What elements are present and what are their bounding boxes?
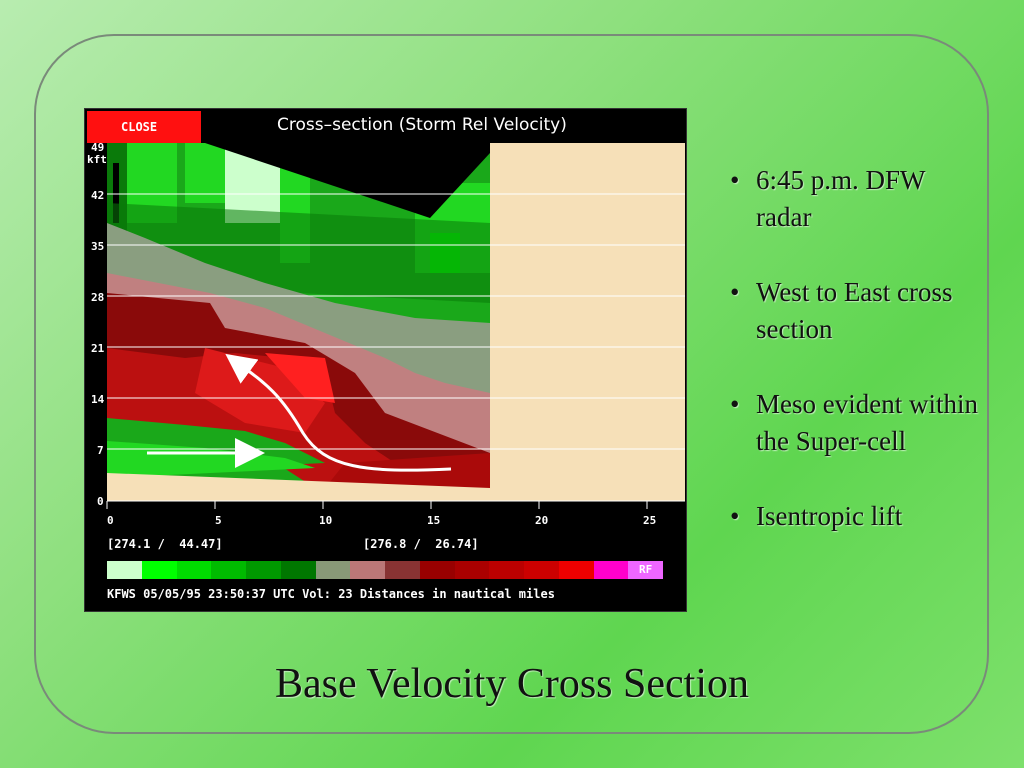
y-tick-21: 21 — [91, 342, 105, 355]
cross-section-plot: 49 kft 42 35 28 21 14 7 0 0 5 10 15 — [85, 143, 686, 559]
legend-swatch — [176, 561, 212, 579]
legend-swatch — [141, 561, 177, 579]
y-tick-42: 42 — [91, 189, 104, 202]
slide-title: Base Velocity Cross Section — [274, 661, 750, 707]
x-tick-20: 20 — [535, 514, 548, 527]
legend-swatch — [454, 561, 490, 579]
status-line: KFWS 05/05/95 23:50:37 UTC Vol: 23 Dista… — [107, 587, 555, 601]
legend-swatch — [211, 561, 246, 579]
bullet-item: West to East cross section — [730, 274, 980, 348]
legend-swatch — [489, 561, 524, 579]
isentropic-lift-arrow — [225, 353, 452, 472]
y-tick-7: 7 — [97, 444, 104, 457]
legend-swatch — [419, 561, 455, 579]
y-axis-unit: kft — [87, 153, 107, 166]
endpoint-right-coords: [276.8 / 26.74] — [363, 537, 479, 551]
legend-swatch — [558, 561, 594, 579]
x-tick-25: 25 — [643, 514, 656, 527]
legend-swatch — [280, 561, 316, 579]
velocity-field — [107, 143, 490, 501]
legend-swatch — [107, 561, 142, 579]
legend-swatch — [315, 561, 351, 579]
y-tick-28: 28 — [91, 291, 104, 304]
y-tick-0: 0 — [97, 495, 104, 508]
close-button[interactable]: CLOSE — [87, 111, 201, 143]
bullet-item: 6:45 p.m. DFW radar — [730, 162, 980, 236]
legend-swatch — [350, 561, 385, 579]
y-axis: 49 kft 42 35 28 21 14 7 0 — [87, 143, 107, 508]
velocity-color-legend: RF — [107, 561, 663, 579]
x-tick-15: 15 — [427, 514, 440, 527]
legend-swatch — [385, 561, 420, 579]
radar-cross-section-window: CLOSE Cross–section (Storm Rel Velocity) — [84, 108, 687, 612]
window-title: Cross–section (Storm Rel Velocity) — [277, 115, 567, 135]
y-tick-49: 49 — [91, 143, 104, 154]
x-tick-0: 0 — [107, 514, 114, 527]
legend-swatch — [593, 561, 629, 579]
y-tick-14: 14 — [91, 393, 105, 406]
y-tick-35: 35 — [91, 240, 104, 253]
x-axis: 0 5 10 15 20 25 — [106, 500, 685, 527]
window-titlebar: CLOSE Cross–section (Storm Rel Velocity) — [85, 109, 686, 143]
legend-swatch — [246, 561, 281, 579]
endpoint-left-coords: [274.1 / 44.47] — [107, 537, 223, 551]
bullet-list: 6:45 p.m. DFW radar West to East cross s… — [730, 162, 980, 573]
bullet-item: Isentropic lift — [730, 498, 980, 535]
legend-swatch — [524, 561, 559, 579]
x-tick-5: 5 — [215, 514, 222, 527]
x-tick-10: 10 — [319, 514, 332, 527]
legend-swatch-rf: RF — [628, 561, 663, 579]
slide-frame — [34, 34, 989, 734]
bullet-item: Meso evident within the Super-cell — [730, 386, 980, 460]
